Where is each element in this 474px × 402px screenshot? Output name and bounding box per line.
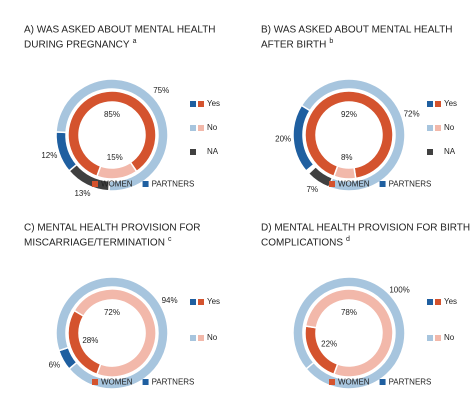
legend-label: Yes <box>444 297 457 306</box>
legend-swatch <box>427 335 433 341</box>
chart-title: A) WAS ASKED ABOUT MENTAL HEALTH <box>24 25 216 36</box>
legend-label: Yes <box>444 99 457 108</box>
legend-label: PARTNERS <box>389 180 432 189</box>
legend-swatch <box>190 101 196 107</box>
data-label: 8% <box>341 153 353 162</box>
title-superscript: b <box>329 38 333 45</box>
data-label: 75% <box>153 86 169 95</box>
title-superscript: a <box>133 38 137 45</box>
data-label: 72% <box>404 109 420 118</box>
legend-swatch <box>427 125 433 131</box>
data-label: 100% <box>389 286 409 295</box>
data-label: 15% <box>107 153 123 162</box>
legend-label: PARTNERS <box>389 378 432 387</box>
chart-title: AFTER BIRTH <box>261 40 326 51</box>
legend-swatch <box>379 181 386 187</box>
legend-swatch <box>190 335 196 341</box>
legend-label: WOMEN <box>338 180 370 189</box>
legend-swatch <box>190 149 196 155</box>
legend-swatch <box>198 299 204 305</box>
legend-swatch <box>92 379 98 385</box>
legend-label: Yes <box>207 297 220 306</box>
donut-slice <box>67 90 157 178</box>
legend-label: WOMEN <box>101 180 133 189</box>
legend-label: NA <box>444 147 456 156</box>
legend-swatch <box>198 101 204 107</box>
legend-swatch <box>435 335 441 341</box>
donut-slice <box>95 161 138 180</box>
donut-slice <box>55 276 169 390</box>
legend-label: WOMEN <box>338 378 370 387</box>
legend-swatch <box>198 335 204 341</box>
legend-label: No <box>444 123 455 132</box>
chart-title: COMPLICATIONS <box>261 238 343 249</box>
donut-slice <box>304 288 394 378</box>
legend-swatch <box>427 149 433 155</box>
legend-swatch <box>435 101 441 107</box>
title-superscript: d <box>346 236 350 243</box>
legend-label: Yes <box>207 99 220 108</box>
legend-swatch <box>142 379 149 385</box>
data-label: 92% <box>341 110 357 119</box>
legend-swatch <box>435 125 441 131</box>
legend-label: WOMEN <box>101 378 133 387</box>
legend-label: PARTNERS <box>152 180 195 189</box>
data-label: 12% <box>41 151 57 160</box>
donut-slice <box>73 288 157 378</box>
legend-label: NA <box>207 147 219 156</box>
legend-swatch <box>190 299 196 305</box>
data-label: 78% <box>341 308 357 317</box>
data-label: 85% <box>104 110 120 119</box>
data-label: 94% <box>162 296 178 305</box>
legend-label: No <box>207 333 218 342</box>
chart-title: C) MENTAL HEALTH PROVISION FOR <box>24 223 201 234</box>
data-label: 20% <box>275 135 291 144</box>
legend-swatch <box>198 125 204 131</box>
legend-swatch <box>435 299 441 305</box>
legend-swatch <box>329 181 335 187</box>
legend-swatch <box>92 181 98 187</box>
donut-slice <box>307 165 334 189</box>
legend-label: PARTNERS <box>152 378 195 387</box>
data-label: 72% <box>104 308 120 317</box>
data-label: 22% <box>321 340 337 349</box>
legend-swatch <box>427 101 433 107</box>
data-label: 7% <box>307 185 319 194</box>
legend-label: No <box>207 123 218 132</box>
title-superscript: c <box>168 236 172 243</box>
data-label: 28% <box>82 336 98 345</box>
legend-swatch <box>329 379 335 385</box>
donut-slice <box>68 163 111 192</box>
data-label: 6% <box>49 360 61 369</box>
donut-slice <box>304 90 394 180</box>
legend-label: No <box>444 333 455 342</box>
data-label: 13% <box>74 189 90 198</box>
chart-title: MISCARRIAGE/TERMINATION <box>24 238 165 249</box>
chart-title: D) MENTAL HEALTH PROVISION FOR BIRTH <box>261 223 470 234</box>
legend-swatch <box>190 125 196 131</box>
legend-swatch <box>427 299 433 305</box>
chart-title: B) WAS ASKED ABOUT MENTAL HEALTH <box>261 25 453 36</box>
legend-swatch <box>379 379 386 385</box>
legend-swatch <box>142 181 149 187</box>
chart-title: DURING PREGNANCY <box>24 40 130 51</box>
donut-slice <box>332 165 357 180</box>
